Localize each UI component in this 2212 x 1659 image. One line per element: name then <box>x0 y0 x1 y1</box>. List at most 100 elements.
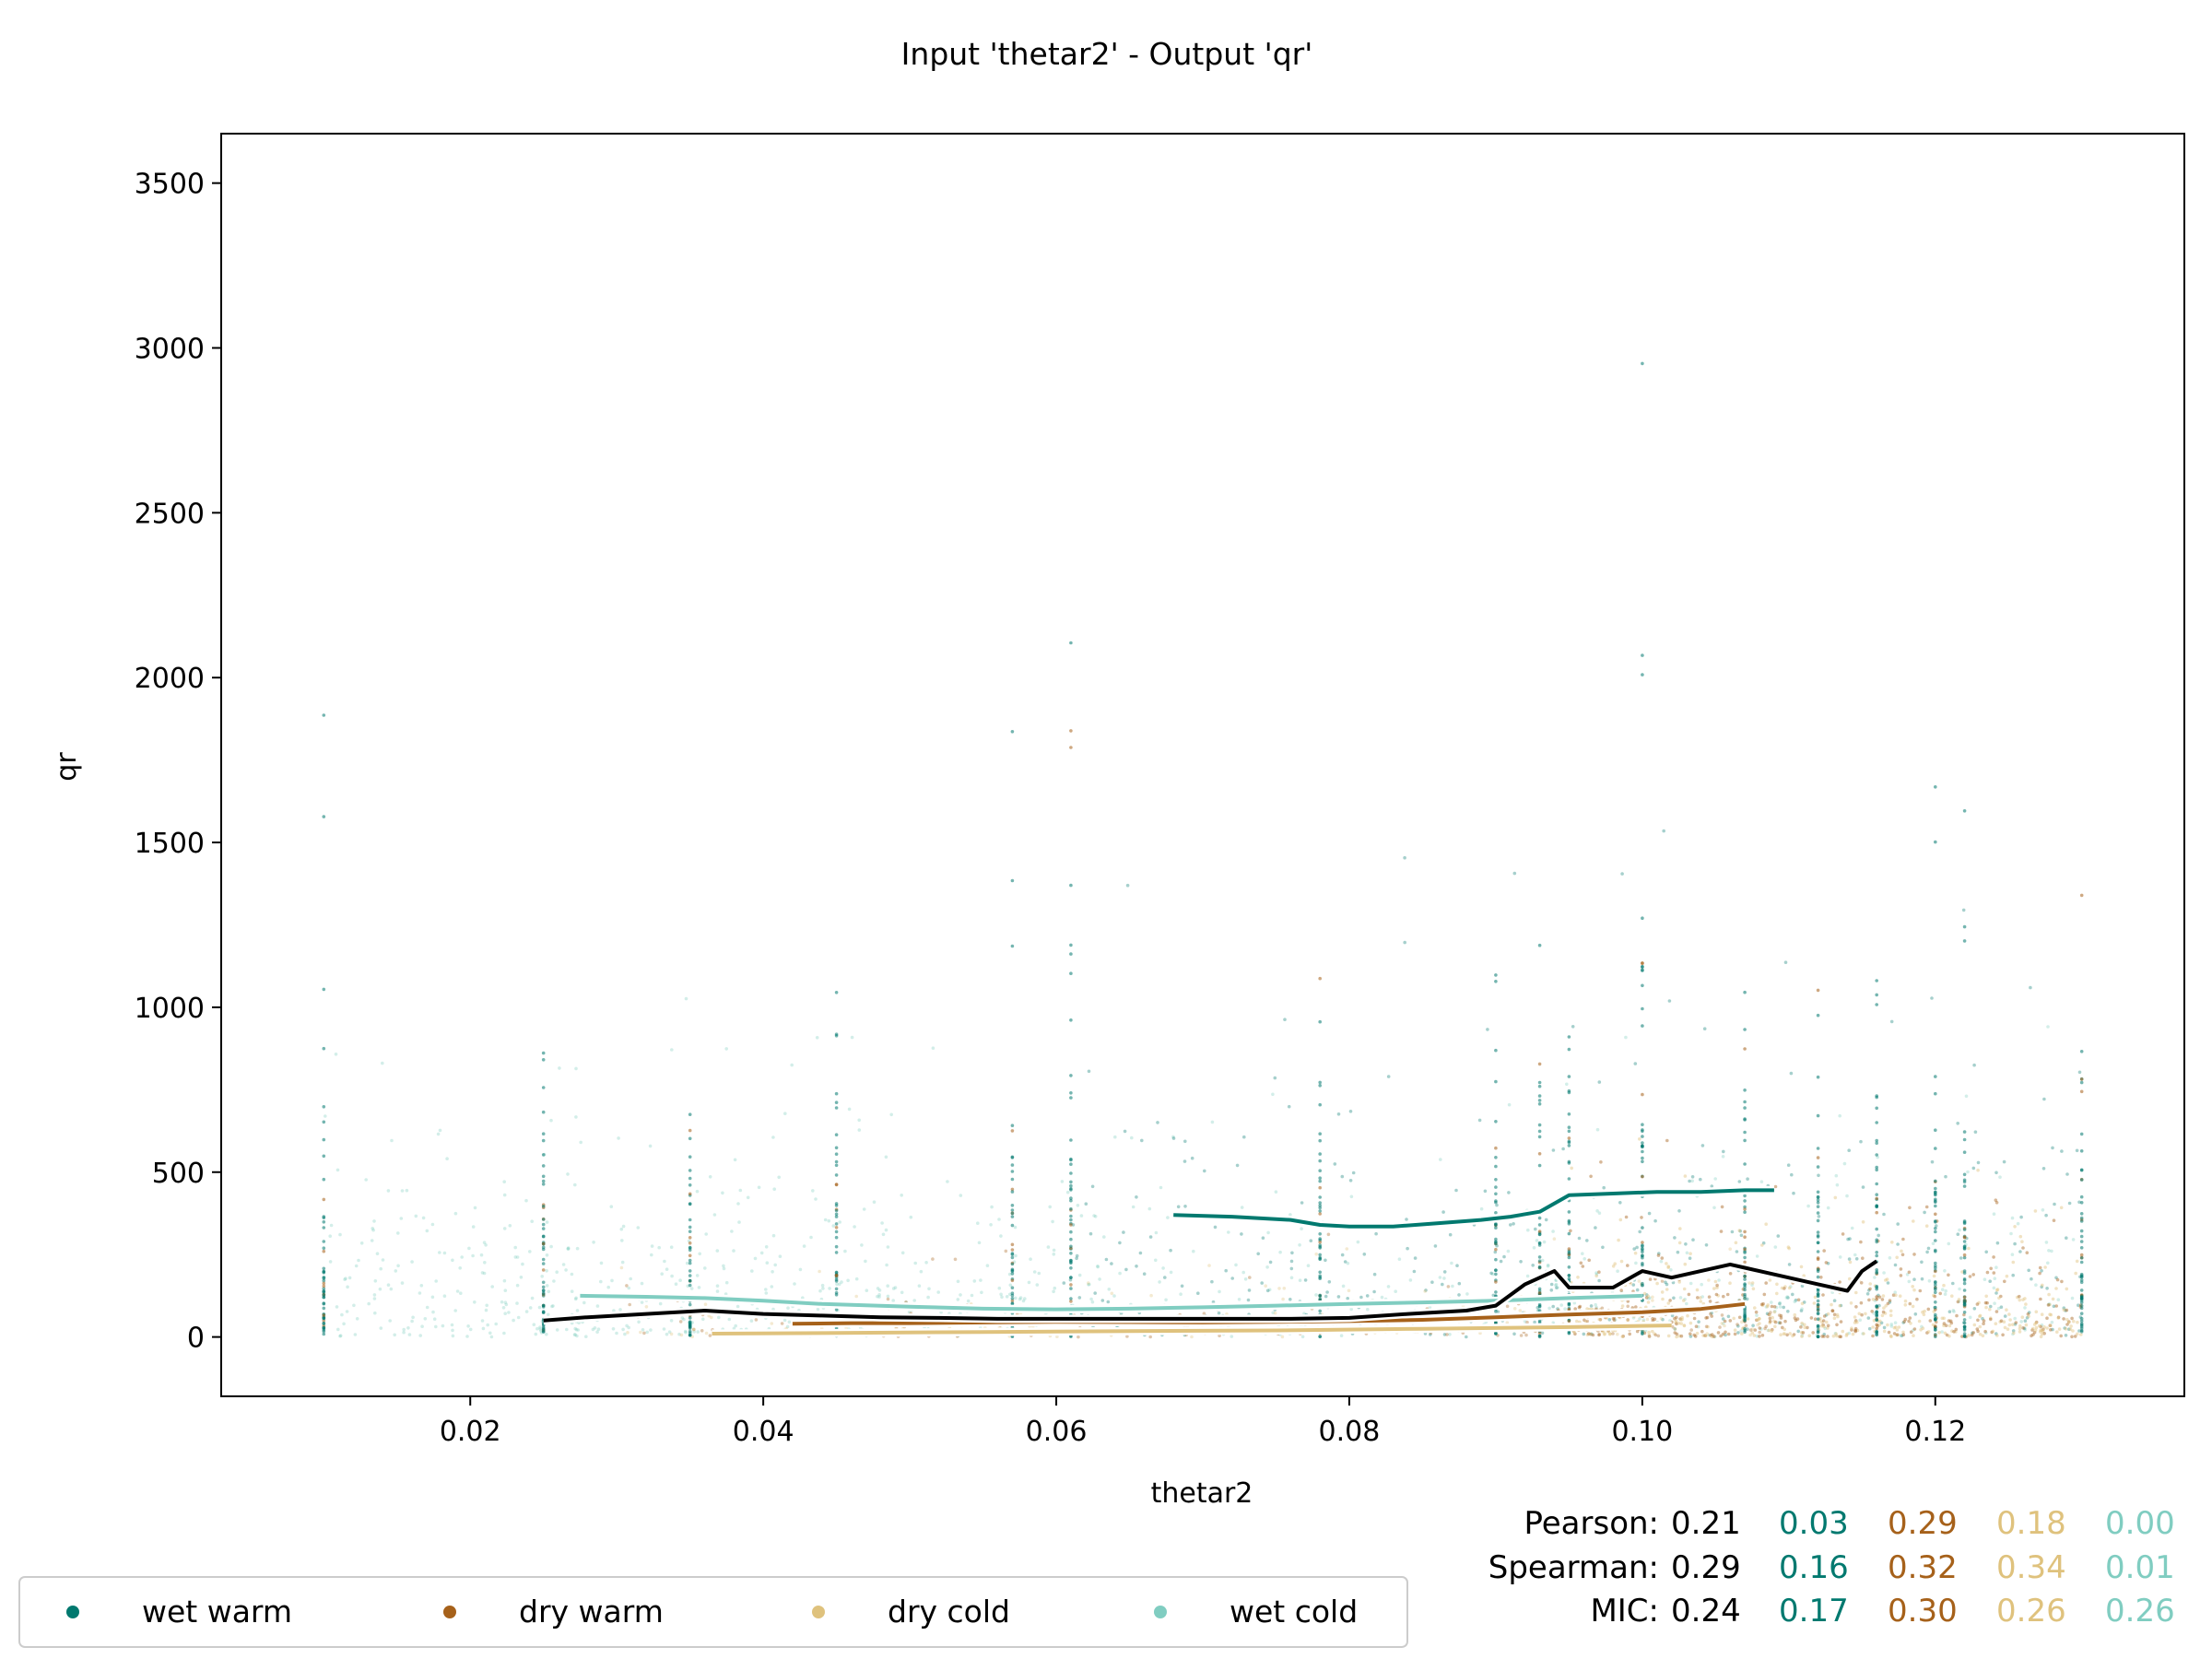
scatter-point <box>551 1304 555 1308</box>
scatter-point <box>1659 1316 1664 1321</box>
scatter-point <box>1934 1269 1937 1274</box>
scatter-point <box>1875 1095 1878 1100</box>
scatter-point <box>373 1279 378 1283</box>
scatter-point <box>1746 1177 1749 1181</box>
scatter-point <box>1934 1199 1937 1203</box>
scatter-point <box>772 1187 776 1191</box>
scatter-point <box>1853 1253 1857 1257</box>
scatter-point <box>480 1271 485 1275</box>
scatter-point <box>1691 1238 1695 1241</box>
scatter-point <box>438 1128 442 1133</box>
scatter-point <box>1962 924 1967 929</box>
scatter-point <box>1760 1334 1765 1337</box>
scatter-point <box>1620 872 1624 876</box>
scatter-point <box>541 1222 546 1227</box>
scatter-point <box>394 1269 398 1273</box>
scatter-point <box>1728 1281 1732 1285</box>
scatter-point <box>1346 1297 1349 1300</box>
scatter-point <box>2065 1172 2069 1176</box>
scatter-point <box>573 1326 577 1331</box>
scatter-point <box>1999 1319 2004 1323</box>
scatter-point <box>1788 1332 1792 1335</box>
scatter-point <box>1898 1294 1902 1298</box>
scatter-point <box>1921 1310 1924 1314</box>
scatter-point <box>1954 1330 1958 1334</box>
scatter-point <box>1877 1233 1880 1238</box>
scatter-point <box>1985 1270 1990 1275</box>
scatter-point <box>1661 1297 1665 1301</box>
scatter-point <box>865 1288 869 1292</box>
scatter-point <box>502 1278 507 1283</box>
scatter-point <box>1591 1333 1595 1337</box>
scatter-point <box>2013 1241 2017 1246</box>
scatter-point <box>696 1330 700 1334</box>
scatter-point <box>1666 1301 1671 1305</box>
scatter-point <box>1879 1321 1884 1325</box>
scatter-point <box>1010 1278 1015 1283</box>
scatter-point <box>1318 1309 1322 1313</box>
scatter-point <box>1090 1184 1095 1189</box>
scatter-point <box>1230 1335 1234 1338</box>
scatter-point <box>1318 1132 1322 1135</box>
scatter-point <box>1899 1274 1903 1277</box>
scatter-point <box>1759 1180 1764 1183</box>
scatter-point <box>1597 1080 1602 1084</box>
scatter-point <box>1010 1190 1015 1194</box>
scatter-point <box>1926 1246 1931 1251</box>
scatter-point <box>1318 1255 1322 1260</box>
scatter-point <box>1069 1198 1073 1203</box>
scatter-point <box>513 1245 517 1250</box>
scatter-point <box>1861 1332 1865 1335</box>
scatter-point <box>649 1328 653 1332</box>
scatter-point <box>1010 1177 1015 1182</box>
scatter-point <box>1803 1323 1806 1326</box>
scatter-point <box>1816 1299 1820 1303</box>
scatter-point <box>722 1264 725 1268</box>
scatter-point <box>2047 1302 2052 1306</box>
scatter-point <box>1826 1312 1830 1316</box>
scatter-point <box>1589 1304 1594 1308</box>
scatter-point <box>1911 1304 1915 1309</box>
scatter-point <box>566 1247 571 1251</box>
scatter-point <box>1638 1317 1641 1321</box>
scatter-point <box>1096 1265 1100 1268</box>
scatter-point <box>834 1273 839 1277</box>
scatter-point <box>1278 1250 1282 1254</box>
scatter-point <box>1934 1317 1937 1321</box>
scatter-point <box>689 1287 694 1290</box>
scatter-point <box>1768 1321 1771 1324</box>
scatter-point <box>1298 1278 1302 1282</box>
scatter-point <box>1617 1238 1620 1242</box>
scatter-point <box>1525 1320 1529 1324</box>
scatter-point <box>1846 1237 1850 1241</box>
scatter-point <box>1161 1266 1165 1270</box>
scatter-point <box>453 1309 458 1312</box>
scatter-point <box>1069 883 1073 888</box>
scatter-point <box>1924 1224 1929 1228</box>
trend-line-wet-cold <box>580 1293 1642 1312</box>
scatter-point <box>1768 1278 1772 1282</box>
scatter-point <box>2079 1256 2084 1260</box>
scatter-point <box>1861 1256 1865 1260</box>
scatter-point <box>1930 1159 1935 1164</box>
scatter-point <box>1340 1253 1345 1257</box>
scatter-point <box>1611 1265 1616 1268</box>
scatter-point <box>1743 1106 1747 1110</box>
scatter-point <box>2038 1271 2041 1276</box>
scatter-point <box>1010 1163 1015 1167</box>
scatter-point <box>857 1118 861 1123</box>
scatter-point <box>442 1251 447 1255</box>
scatter-point <box>1619 1259 1624 1264</box>
scatter-point <box>541 1285 546 1289</box>
scatter-point <box>1700 1144 1705 1147</box>
scatter-point <box>670 1048 674 1052</box>
scatter-point <box>1875 1196 1878 1201</box>
scatter-point <box>1816 1294 1820 1299</box>
scatter-point <box>1318 1241 1322 1244</box>
scatter-point <box>1983 1277 1987 1281</box>
scatter-point <box>1567 1302 1571 1307</box>
scatter-point <box>555 1328 559 1332</box>
scatter-point <box>1537 1123 1542 1127</box>
scatter-point <box>1494 1211 1498 1215</box>
scatter-point <box>1594 1302 1597 1307</box>
